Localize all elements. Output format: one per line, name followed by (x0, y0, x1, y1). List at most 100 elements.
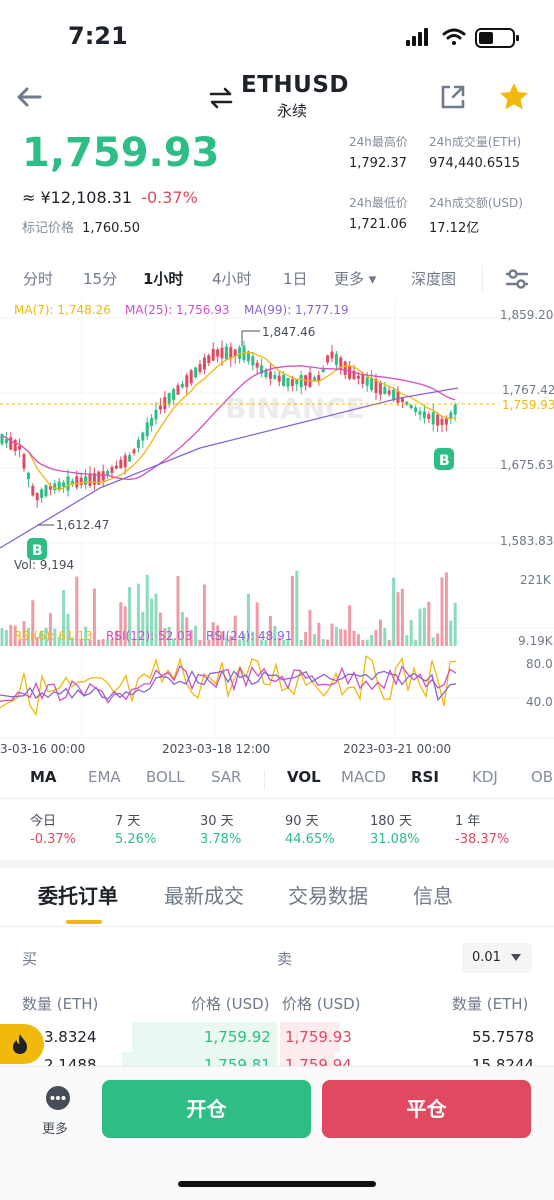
header-title-group[interactable]: ETHUSD 永续 (200, 72, 360, 121)
open-position-button[interactable]: 开仓 (102, 1080, 311, 1138)
back-arrow-icon[interactable] (14, 82, 44, 112)
candle-body (378, 381, 382, 395)
indicator-ma[interactable]: MA (30, 768, 57, 786)
precision-dropdown[interactable]: 0.01 (462, 943, 532, 973)
volume-bar (207, 639, 211, 646)
candle-body (114, 465, 118, 469)
volume-bar (158, 612, 162, 646)
candle-body (92, 473, 96, 485)
volume-bar (427, 601, 431, 646)
col-ask-price: 价格 (USD) (282, 995, 361, 1013)
indicator-sar[interactable]: SAR (211, 768, 242, 786)
volume-bar (154, 593, 158, 646)
tab-timeframe-1h[interactable]: 1小时 (143, 270, 184, 288)
close-position-button[interactable]: 平仓 (322, 1080, 531, 1138)
perf-value: -0.37% (30, 832, 76, 847)
indicator-obv[interactable]: OB (531, 768, 554, 786)
volume-bar (374, 629, 378, 646)
volume-bar (277, 637, 281, 646)
volume-bar (180, 612, 184, 646)
volume-bar (365, 639, 369, 646)
candle-body (189, 370, 193, 384)
volume-bar (106, 639, 110, 646)
indicator-vol[interactable]: VOL (287, 768, 321, 786)
tab-timeframe-more[interactable]: 更多 ▾ (334, 270, 377, 288)
mark-price-label: 标记价格 (22, 221, 75, 236)
candle-body (128, 455, 132, 462)
indicator-macd[interactable]: MACD (341, 768, 386, 786)
indicator-ema[interactable]: EMA (88, 768, 121, 786)
orderbook-row[interactable]: 3.8324 1,759.92 1,759.93 55.7578 (0, 1022, 554, 1052)
volume-bar (66, 613, 70, 646)
volume-bar (22, 621, 26, 646)
time-axis-label: 2023-03-21 00:00 (343, 742, 451, 756)
ma25-line (1, 365, 456, 481)
volume-bar (299, 639, 303, 646)
swap-icon[interactable] (208, 86, 234, 110)
candle-body (299, 375, 303, 388)
candle-body (9, 437, 13, 450)
volume-bars (0, 570, 457, 646)
tab-timeframe-1d[interactable]: 1日 (283, 270, 308, 288)
candle-body (339, 357, 343, 370)
indicator-boll[interactable]: BOLL (146, 768, 185, 786)
candle-body (194, 367, 198, 378)
candle-body (444, 417, 448, 425)
volume-bar (62, 589, 66, 646)
candlestick-chart[interactable]: BINANCE MA(7): 1,748.26 MA(25): 1,756.93… (0, 298, 554, 760)
ma99-line (0, 387, 459, 549)
candle-body (238, 347, 242, 359)
more-icon[interactable] (44, 1084, 72, 1112)
volume-bar (260, 639, 264, 646)
candle-body (150, 418, 154, 426)
candle-body (431, 412, 435, 425)
tab-info[interactable]: 信息 (413, 884, 453, 908)
tab-orders[interactable]: 委托订单 (38, 884, 118, 908)
candle-body (35, 492, 39, 501)
tab-depth-chart[interactable]: 深度图 (411, 270, 457, 288)
volume-bar (18, 639, 22, 646)
volume-bar (273, 625, 277, 646)
candle-body (216, 349, 220, 357)
bid-qty: 3.8324 (44, 1028, 97, 1046)
candle-body (207, 355, 211, 364)
volume-bar (132, 639, 136, 646)
volume-bar (370, 634, 374, 646)
tab-latest-trades[interactable]: 最新成交 (164, 884, 244, 908)
tab-timeframe-4h[interactable]: 4小时 (212, 270, 252, 288)
volume-bar (444, 572, 448, 646)
tab-timeframe-line[interactable]: 分时 (23, 270, 54, 288)
more-label[interactable]: 更多 (42, 1122, 69, 1137)
indicator-rsi[interactable]: RSI (411, 768, 439, 786)
volume-bar (290, 575, 294, 646)
candle-body (106, 471, 110, 475)
signal-icon (406, 28, 428, 46)
share-icon[interactable] (438, 82, 468, 112)
volume-bar (348, 605, 352, 646)
cny-price-line: ≈ ¥12,108.31 -0.37% (22, 188, 198, 207)
candle-body (233, 349, 237, 357)
volume-bar (224, 637, 228, 646)
volume-bar (418, 608, 422, 646)
chart-settings-icon[interactable] (504, 266, 530, 292)
volume-bar (97, 639, 101, 646)
indicator-kdj[interactable]: KDJ (472, 768, 498, 786)
volume-bar (194, 625, 198, 646)
tab-trading-data[interactable]: 交易数据 (288, 884, 368, 908)
volume-bar (255, 602, 259, 646)
candle-body (31, 485, 35, 496)
performance-row: 今日 -0.37% 7 天 5.26% 30 天 3.78% 90 天 44.6… (0, 808, 554, 852)
tab-timeframe-15m[interactable]: 15分 (83, 270, 118, 288)
volume-bar (361, 639, 365, 646)
floating-action-button[interactable] (0, 1024, 44, 1064)
perf-label: 7 天 (115, 814, 141, 829)
candle-body (224, 346, 228, 360)
chart-grid (0, 298, 554, 739)
indicator-tabs: MA EMA BOLL SAR VOL MACD RSI KDJ OB (0, 768, 554, 794)
candle-body (356, 375, 360, 379)
candle-body (220, 347, 224, 359)
candle-body (361, 374, 365, 384)
candle-body (317, 375, 321, 382)
favorite-star-icon[interactable] (497, 80, 531, 114)
candle-body (449, 412, 453, 419)
